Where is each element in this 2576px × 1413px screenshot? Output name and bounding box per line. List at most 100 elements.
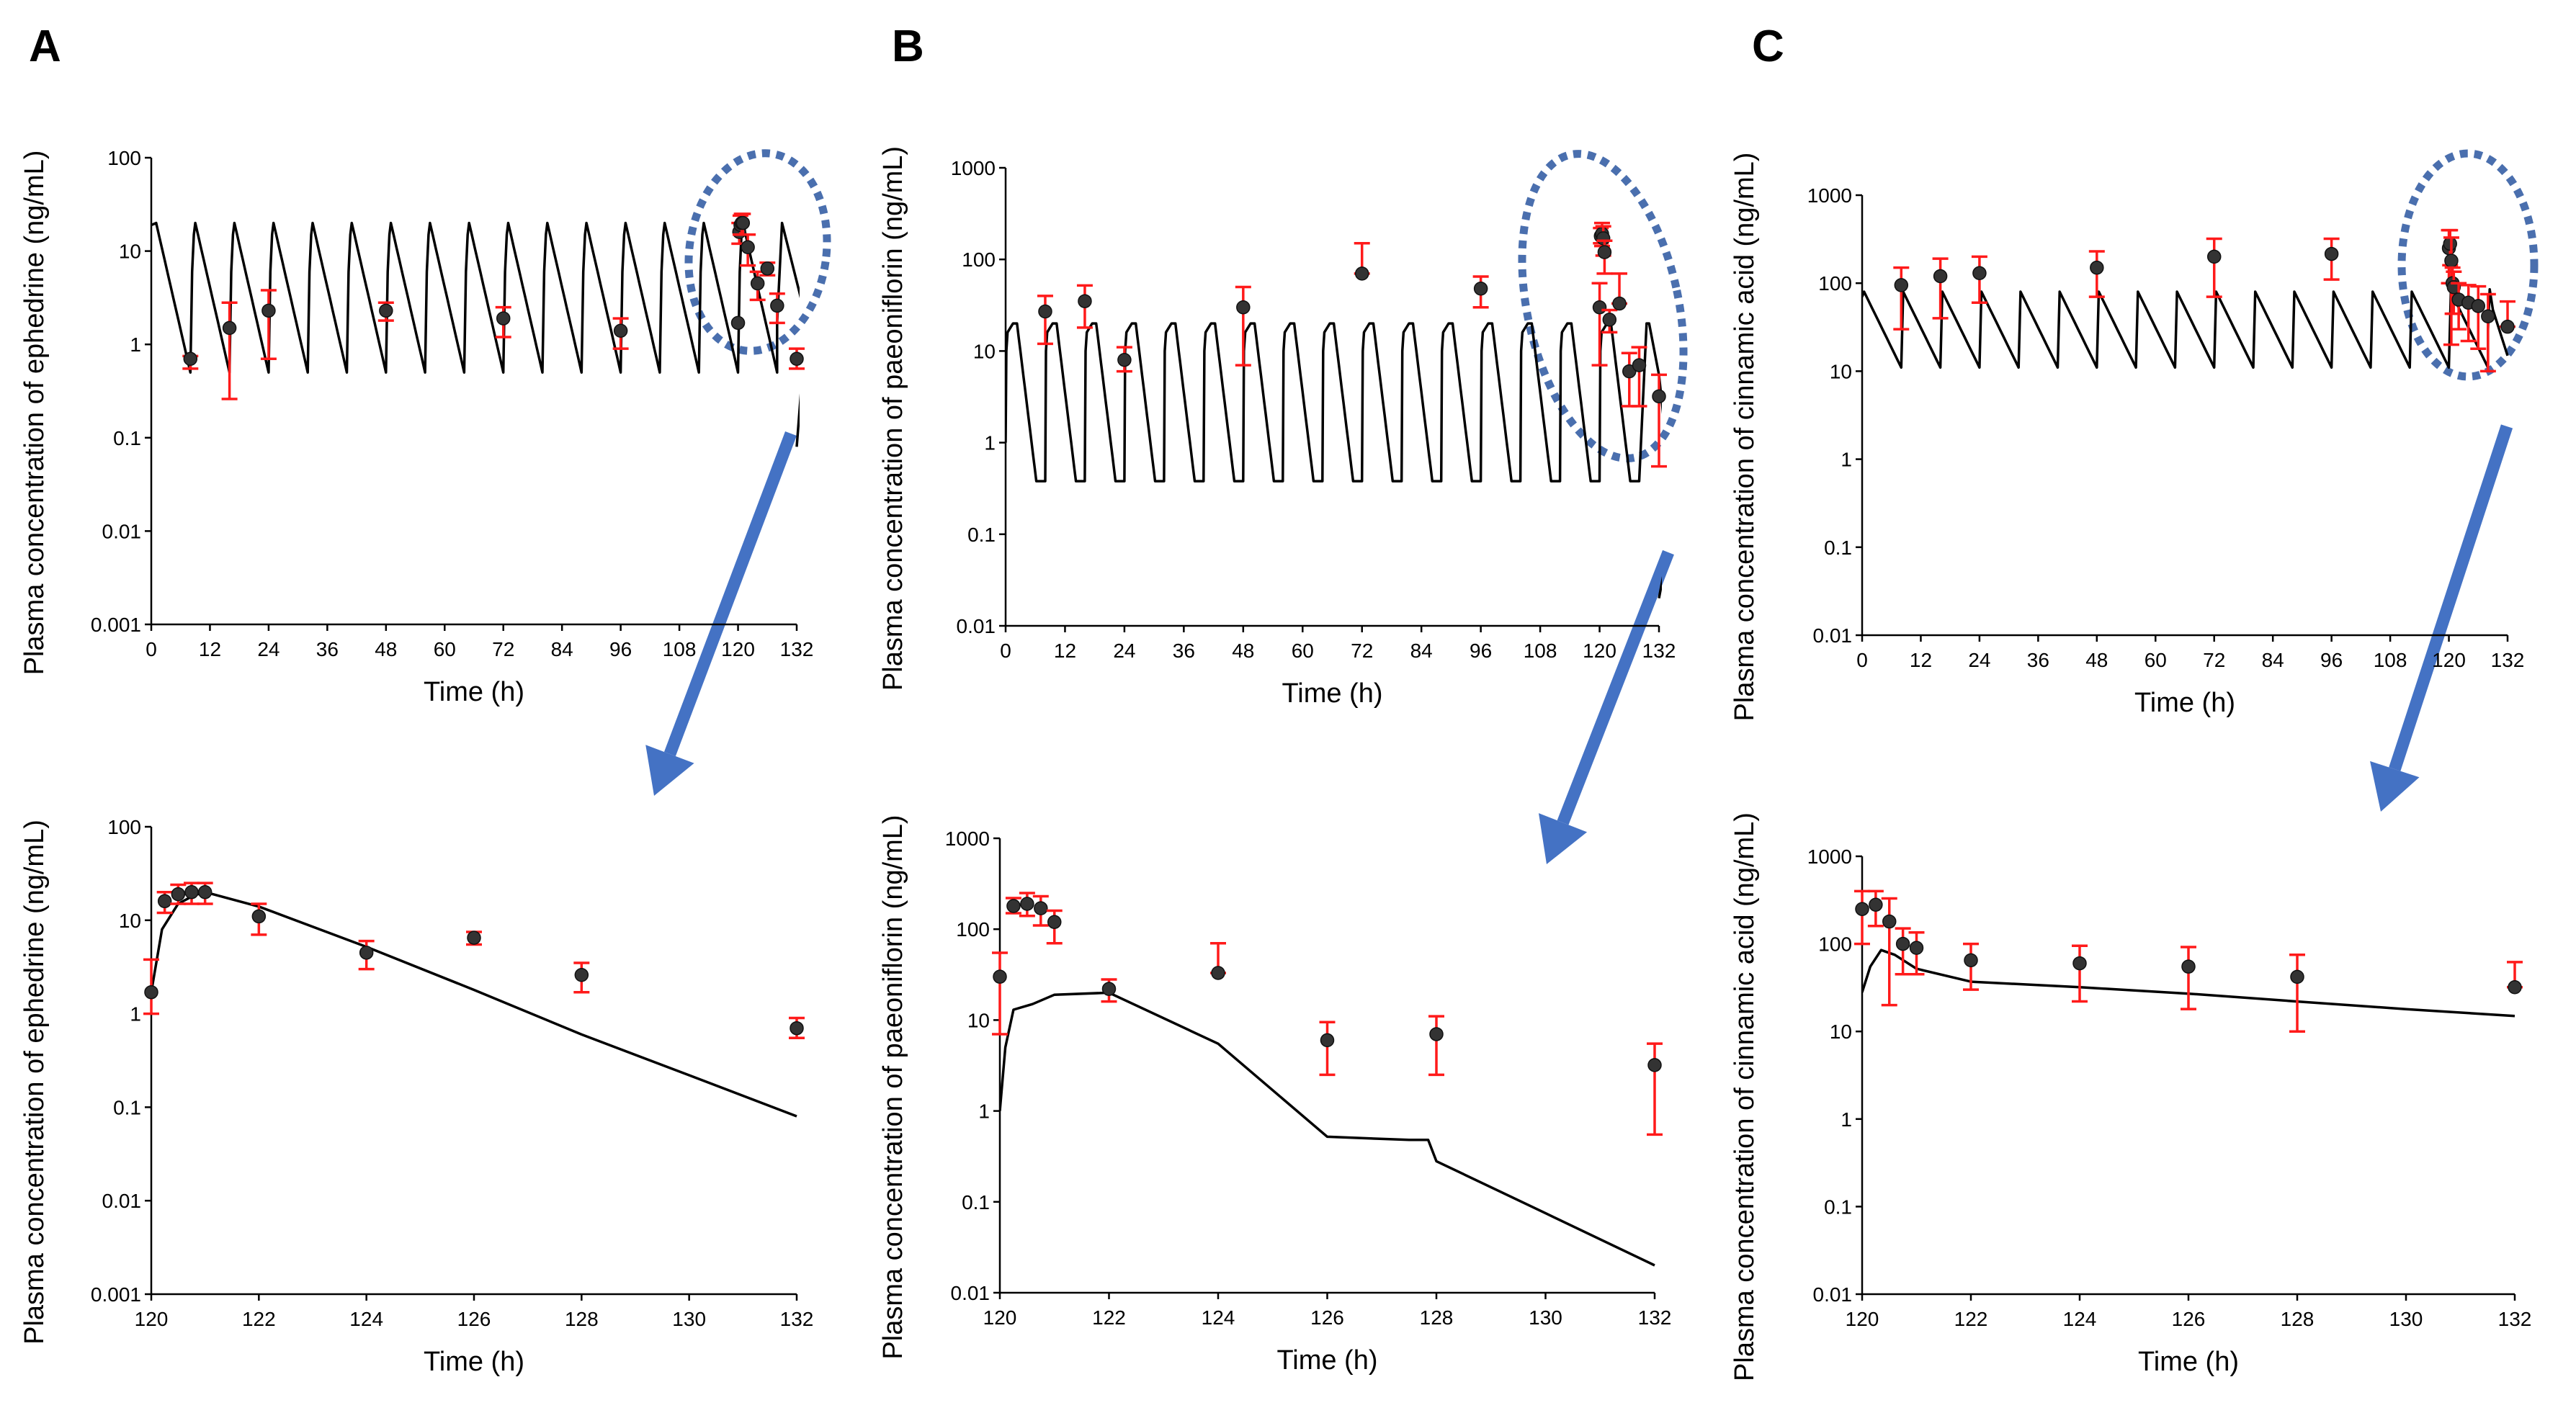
observed-point-group [789, 347, 805, 370]
observed-point-group [2072, 944, 2088, 1003]
y-tick-label: 100 [107, 147, 141, 169]
observed-point-group [749, 270, 766, 302]
observed-point-group [992, 951, 1008, 1036]
observed-point [1882, 914, 1897, 929]
observed-point [1047, 915, 1062, 929]
x-tick-label: 130 [2389, 1308, 2423, 1330]
model-line [1000, 991, 1655, 1267]
x-axis-title: Time (h) [2134, 688, 2235, 718]
chart-C-top: C 0.01 0.1 1 10 100 1000 0 12 24 36 48 60 72 84 96 108 12… [1730, 22, 2524, 721]
y-axis-title: Plasma concentration of ephedrine (ng/mL… [19, 820, 50, 1345]
y-tick-label: 0.1 [113, 427, 141, 449]
observed-point [1034, 901, 1048, 915]
observed-point-group [740, 233, 756, 267]
observed-point [2290, 969, 2304, 984]
y-tick-label: 0.001 [91, 614, 141, 636]
observed-point [2444, 254, 2459, 268]
observed-point [1211, 966, 1225, 980]
y-tick-label: 0.1 [967, 524, 996, 546]
observed-point [1602, 313, 1617, 327]
observed-point [1236, 300, 1251, 315]
y-axis-title: Plasma concentration of cinnamic acid (n… [1730, 153, 1760, 722]
x-tick-label: 84 [551, 638, 573, 660]
y-tick-label: 10 [1830, 1020, 1852, 1043]
observed-point-group [769, 292, 785, 325]
observed-point [2206, 249, 2222, 264]
observed-point [2090, 260, 2104, 275]
x-tick-label: 12 [199, 638, 221, 660]
chart-C-bottom: 0.01 0.1 1 10 100 1000 120 122 124 126 128 130 132 Ti… [1730, 812, 2531, 1381]
observed-point [1354, 266, 1369, 281]
x-tick-label: 60 [434, 638, 456, 660]
panel-letter-A: A [29, 22, 61, 71]
observed-point [790, 1020, 804, 1036]
observed-point [2481, 309, 2495, 323]
chart-B-top: B 0.01 0.1 1 10 100 1000 0 12 24 36 48 60 72 84 96 108 12… [878, 22, 1676, 709]
x-tick-label: 72 [1351, 640, 1373, 662]
observed-point [750, 276, 765, 291]
observed-point-group [1611, 272, 1628, 311]
observed-point [1964, 953, 1978, 968]
x-tick-label: 96 [1470, 640, 1492, 662]
zoom-ellipse [2397, 149, 2539, 381]
observed-point [184, 884, 199, 900]
x-tick-label: 122 [1092, 1306, 1126, 1329]
observed-point [993, 969, 1007, 984]
observed-point [379, 303, 393, 318]
observed-point-group [2470, 284, 2487, 350]
observed-point-group [1651, 373, 1667, 468]
observed-point-group [789, 1016, 805, 1040]
x-tick-label: 124 [2063, 1308, 2097, 1330]
x-tick-label: 132 [780, 638, 814, 660]
x-tick-label: 84 [1410, 640, 1433, 662]
observed-point [2181, 959, 2196, 974]
x-tick-label: 0 [146, 638, 157, 660]
y-tick-label: 0.1 [1824, 1196, 1852, 1218]
x-tick-label: 108 [663, 638, 697, 660]
observed-point [1320, 1033, 1335, 1048]
y-tick-label: 100 [1818, 272, 1852, 295]
y-tick-label: 0.1 [113, 1096, 141, 1118]
x-tick-label: 120 [1583, 640, 1616, 662]
x-tick-label: 120 [1846, 1308, 1879, 1330]
observed-point-group [2460, 284, 2477, 343]
y-tick-label: 100 [107, 816, 141, 838]
observed-point [1592, 300, 1607, 315]
observed-point [1933, 269, 1948, 284]
y-tick-label: 10 [119, 910, 141, 932]
x-tick-label: 72 [492, 638, 514, 660]
x-tick-label: 60 [1292, 640, 1314, 662]
observed-point [2471, 299, 2486, 313]
x-tick-label: 132 [1638, 1306, 1672, 1329]
x-tick-label: 0 [1000, 640, 1011, 662]
zoom-arrow [1557, 550, 1674, 825]
observed-point [574, 967, 589, 982]
observed-point-group [759, 261, 776, 277]
y-tick-label: 100 [956, 918, 990, 941]
observed-point-group [1116, 346, 1132, 373]
y-tick-label: 1 [984, 432, 996, 454]
y-tick-label: 100 [1818, 933, 1852, 956]
observed-point [359, 946, 374, 960]
y-axis-title: Plasma concentration of paeoniflorin (ng… [878, 146, 908, 691]
zoom-arrowhead [2370, 761, 2420, 812]
panel-letter-B: B [892, 22, 924, 71]
observed-point-group [221, 301, 238, 400]
observed-point [144, 984, 158, 1000]
observed-point-group [377, 301, 394, 322]
y-tick-label: 1 [1841, 449, 1852, 471]
observed-point [613, 323, 628, 338]
y-tick-label: 10 [967, 1009, 990, 1031]
observed-point-group [1963, 942, 1979, 991]
x-tick-label: 108 [1524, 640, 1557, 662]
observed-point-group [1428, 1015, 1444, 1077]
observed-point-group [2088, 250, 2105, 298]
observed-point-group [573, 961, 590, 994]
y-tick-label: 1 [1841, 1108, 1852, 1131]
observed-point [2508, 980, 2522, 995]
x-tick-label: 132 [1642, 640, 1676, 662]
y-tick-label: 0.01 [1813, 624, 1853, 647]
observed-point [171, 887, 186, 902]
